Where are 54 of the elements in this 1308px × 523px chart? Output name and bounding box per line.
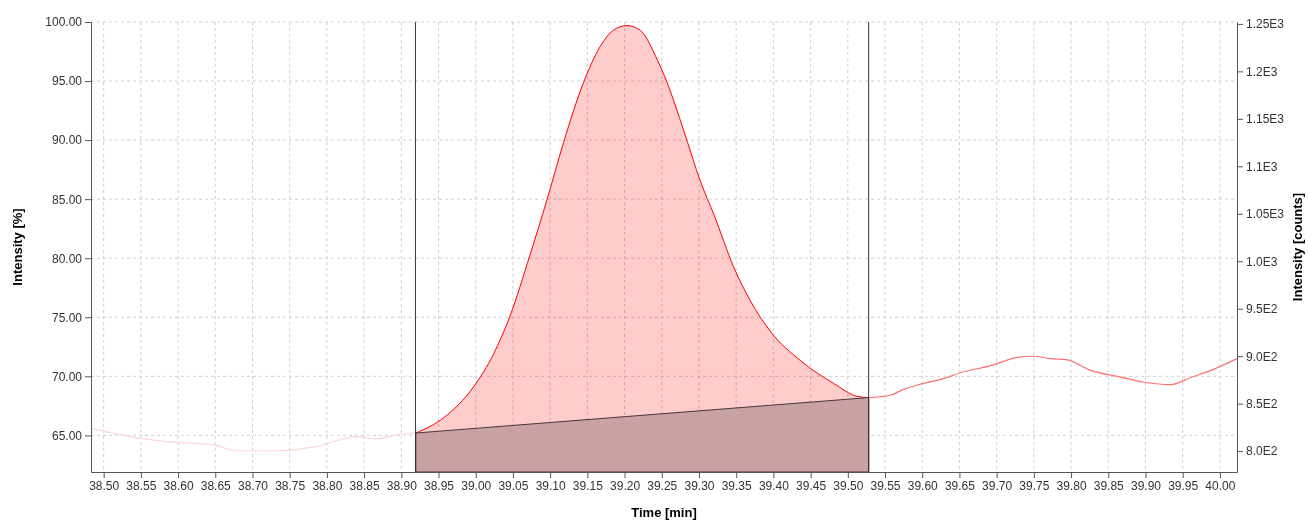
x-tick-label: 39.45	[796, 478, 827, 493]
x-tick-label: 38.80	[312, 478, 343, 493]
y2-tick-label: 1.0E3	[1246, 254, 1278, 269]
x-tick-label: 38.90	[386, 478, 418, 493]
y-tick-label: 70.00	[51, 369, 83, 384]
x-tick-label: 39.75	[1019, 478, 1050, 493]
x-tick-label: 39.65	[944, 478, 976, 493]
x-tick-label: 38.60	[163, 478, 194, 493]
y2-tick-label: 1.05E3	[1246, 207, 1285, 222]
line-series	[868, 355, 1238, 399]
x-tick-label: 40.00	[1205, 478, 1236, 493]
y2-axis-title: Intensity [counts]	[1290, 192, 1305, 302]
y2-tick-label: 8.5E2	[1246, 396, 1278, 411]
x-tick-label: 39.30	[684, 478, 715, 493]
x-tick-label: 39.10	[535, 478, 566, 493]
x-tick-label: 39.35	[721, 478, 753, 493]
x-tick-label: 39.80	[1056, 478, 1087, 493]
x-tick-label: 39.90	[1130, 478, 1162, 493]
y2-tick-label: 9.5E2	[1246, 302, 1278, 317]
y2-tick-label: 8.0E2	[1246, 444, 1278, 459]
x-tick-label: 38.85	[349, 478, 380, 493]
y-tick-label: 75.00	[51, 310, 83, 325]
x-tick-label: 39.50	[833, 478, 864, 493]
x-tick-label: 38.95	[424, 478, 455, 493]
x-tick-label: 38.50	[89, 478, 120, 493]
y-tick-label: 65.00	[51, 428, 83, 443]
x-tick-label: 38.65	[200, 478, 232, 493]
x-tick-label: 39.20	[610, 478, 641, 493]
x-tick-label: 38.75	[275, 478, 306, 493]
y2-tick-label: 1.1E3	[1246, 159, 1278, 174]
x-tick-label: 39.85	[1093, 478, 1125, 493]
y-tick-label: 100.00	[45, 15, 83, 30]
x-tick-label: 39.25	[647, 478, 678, 493]
x-tick-label: 39.60	[907, 478, 939, 493]
y-tick-label: 85.00	[51, 192, 83, 207]
y-axis-title: Intensity [%]	[10, 208, 25, 286]
x-tick-label: 39.55	[870, 478, 901, 493]
x-tick-label: 39.15	[572, 478, 604, 493]
y2-tick-label: 1.15E3	[1246, 112, 1285, 127]
y-tick-label: 90.00	[51, 133, 83, 148]
x-tick-label: 39.40	[758, 478, 790, 493]
x-axis-title: Time [min]	[631, 505, 697, 520]
x-tick-label: 39.05	[498, 478, 529, 493]
y2-tick-label: 9.0E2	[1246, 349, 1278, 364]
y2-tick-label: 1.25E3	[1246, 17, 1285, 32]
x-tick-label: 39.70	[982, 478, 1013, 493]
y-tick-label: 95.00	[51, 74, 83, 89]
x-tick-label: 39.00	[461, 478, 492, 493]
line-series	[90, 427, 417, 452]
x-tick-label: 38.55	[126, 478, 157, 493]
x-tick-label: 39.95	[1168, 478, 1199, 493]
y-tick-label: 80.00	[51, 251, 83, 266]
y2-tick-label: 1.2E3	[1246, 64, 1278, 79]
x-tick-label: 38.70	[237, 478, 269, 493]
